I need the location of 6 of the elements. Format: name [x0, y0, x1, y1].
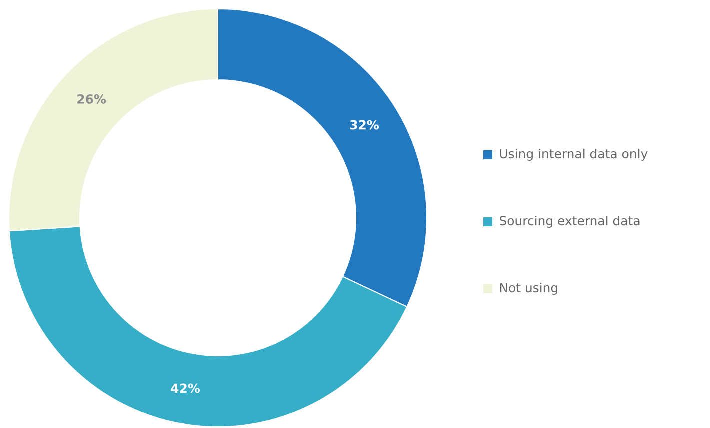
legend-label: Sourcing external data — [500, 216, 640, 228]
legend-label: Using internal data only — [500, 149, 648, 162]
legend-label: Not using — [500, 283, 558, 296]
data-label: 42% — [171, 384, 200, 394]
data-label: 32% — [350, 120, 380, 130]
data-label: 26% — [78, 94, 106, 104]
